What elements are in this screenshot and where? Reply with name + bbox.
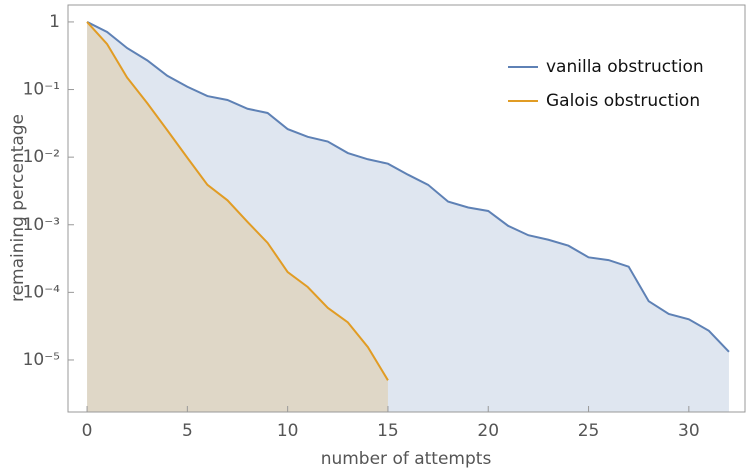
y-tick-label: 10⁻³ [23, 215, 60, 235]
y-tick-label: 10⁻¹ [23, 80, 60, 100]
legend-label: Galois obstruction [546, 91, 700, 111]
line [86, 21, 389, 381]
legend-label: vanilla obstruction [546, 57, 704, 77]
x-tick-label: 5 [182, 421, 193, 441]
x-tick-label: 10 [277, 421, 299, 441]
area [87, 21, 388, 412]
x-tick-label: 20 [477, 421, 499, 441]
area [87, 21, 729, 412]
line [86, 21, 730, 353]
x-tick-label: 25 [578, 421, 600, 441]
x-tick-label: 0 [82, 421, 93, 441]
x-axis-label: number of attempts [321, 449, 492, 469]
plot-frame [67, 4, 746, 413]
x-tick-label: 15 [377, 421, 399, 441]
y-tick-label: 10⁻² [23, 147, 60, 167]
y-tick-label: 10⁻⁵ [23, 350, 60, 370]
y-tick-label: 10⁻⁴ [23, 282, 61, 302]
y-tick-label: 1 [49, 12, 60, 32]
y-axis-label: remaining percentage [8, 114, 28, 302]
x-tick-label: 30 [678, 421, 700, 441]
